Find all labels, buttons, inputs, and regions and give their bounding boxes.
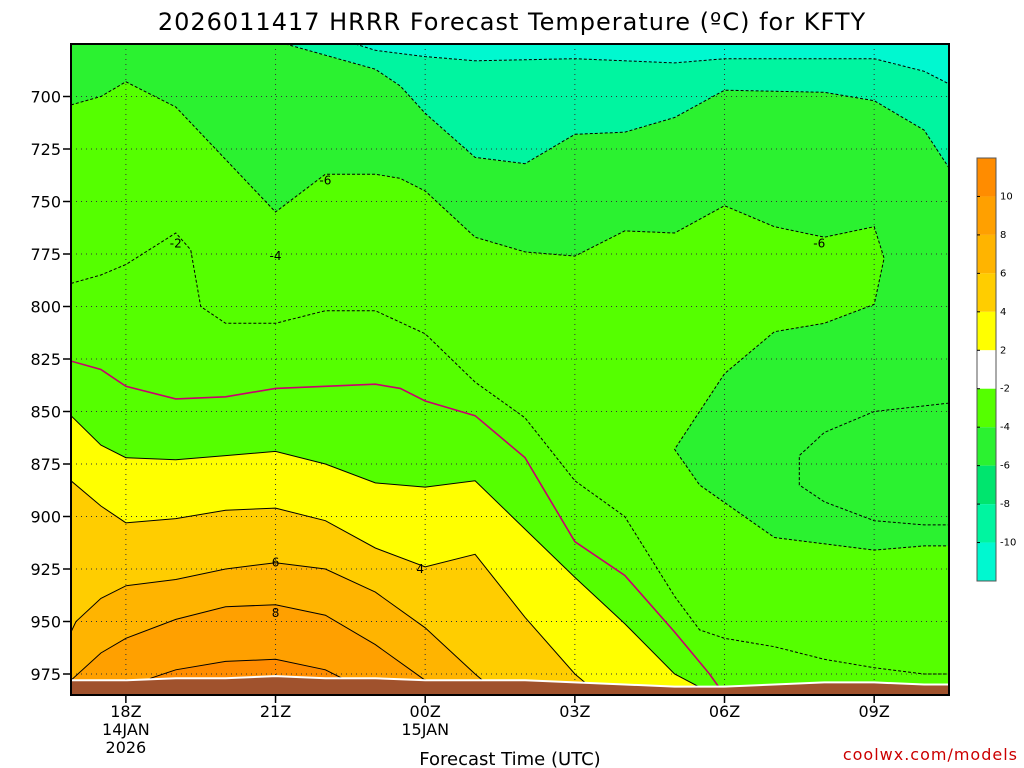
contour-label-4: 4	[416, 562, 424, 576]
isotherm-minus-6	[71, 81, 949, 551]
plot-content: -2 -4 -6 -6 4 6 8	[71, 44, 949, 695]
watermark: coolwx.com/models	[843, 745, 1018, 764]
y-tick-label-950: 950	[30, 613, 61, 632]
y-tick-label-900: 900	[30, 508, 61, 527]
colorbar-label-6: -4	[1000, 422, 1010, 433]
isotherm-minus-10	[355, 44, 949, 85]
isotherm-plus-2	[71, 415, 715, 695]
colorbar: 10 8 6 4 2 -2 -4 -6 -8 -10	[976, 157, 1016, 582]
colorbar-bin-10-12	[977, 158, 996, 197]
x-tick-label-30-0: 06Z	[709, 702, 740, 721]
axes: 70072575077580082585087590092595097518Z1…	[30, 88, 889, 758]
isotherm-0	[71, 360, 726, 695]
colorbar-bin--8--6	[977, 465, 996, 505]
x-tick-label-33-0: 09Z	[859, 702, 890, 721]
isotherm-minus-4	[71, 232, 949, 675]
x-tick-label-24-0: 00Z	[410, 702, 441, 721]
colorbar-bin--6--4	[977, 427, 996, 466]
fill-minus-10	[355, 44, 949, 84]
chart-title: 2026011417 HRRR Forecast Temperature (ºC…	[158, 8, 866, 36]
y-tick-label-925: 925	[30, 560, 61, 579]
colorbar-bin--12--10	[977, 542, 996, 581]
colorbar-bin--2-2	[977, 350, 996, 389]
contour-label-1: -4	[270, 249, 282, 263]
y-tick-label-975: 975	[30, 665, 61, 684]
x-tick-label-18-2: 2026	[106, 738, 147, 757]
colorbar-frame	[976, 157, 997, 582]
y-tick-label-725: 725	[30, 140, 61, 159]
colorbar-bin-4-6	[977, 273, 996, 312]
x-tick-label-24-1: 15JAN	[401, 720, 449, 739]
y-tick-label-775: 775	[30, 245, 61, 264]
fill-minus-8	[285, 44, 949, 168]
colorbar-label-0: 10	[1000, 191, 1013, 202]
colorbar-label-2: 6	[1000, 268, 1006, 279]
x-tick-label-18-0: 18Z	[110, 702, 141, 721]
colorbar-bin-8-10	[977, 196, 996, 235]
contour-label-0: -2	[170, 237, 182, 251]
contour-label-5: 6	[272, 556, 280, 570]
isotherm-plus-8	[71, 604, 441, 695]
fill-plus-8	[71, 604, 441, 695]
colorbar-label-8: -8	[1000, 499, 1010, 510]
colorbar-label-5: -2	[1000, 384, 1010, 395]
contour-label-6: 8	[272, 606, 280, 620]
isotherm-minus-8	[285, 44, 949, 169]
y-tick-label-875: 875	[30, 455, 61, 474]
colorbar-bin-2-4	[977, 311, 996, 351]
plot-frame	[70, 43, 950, 696]
isotherm-minus-8-lower	[798, 402, 949, 526]
plot-area: -2 -4 -6 -6 4 6 8	[70, 43, 950, 696]
x-tick-label-18-1: 14JAN	[102, 720, 150, 739]
colorbar-label-7: -6	[1000, 461, 1010, 472]
y-tick-label-800: 800	[30, 298, 61, 317]
y-tick-label-750: 750	[30, 193, 61, 212]
terrain	[71, 676, 949, 695]
isotherm-plus-10	[125, 658, 376, 695]
grid	[71, 44, 949, 695]
y-tick-label-825: 825	[30, 350, 61, 369]
y-tick-label-850: 850	[30, 403, 61, 422]
x-tick-label-21-0: 21Z	[260, 702, 291, 721]
isotherm-plus-4	[71, 480, 601, 695]
colorbar-label-1: 8	[1000, 230, 1006, 241]
x-axis-label: Forecast Time (UTC)	[419, 749, 600, 768]
colorbar-bin-6-8	[977, 234, 996, 274]
colorbar-bin--4--2	[977, 388, 996, 428]
colorbar-label-3: 4	[1000, 307, 1006, 318]
colorbar-bin--10--8	[977, 504, 996, 543]
contour-label-2: -6	[319, 174, 331, 188]
isotherm-plus-6	[71, 562, 501, 695]
colorbar-label-4: 2	[1000, 345, 1006, 356]
x-tick-label-27-0: 03Z	[559, 702, 590, 721]
contour-label-3: -6	[813, 237, 825, 251]
y-tick-label-700: 700	[30, 88, 61, 107]
colorbar-label-9: -10	[1000, 538, 1016, 549]
terrain-edge	[71, 675, 949, 688]
